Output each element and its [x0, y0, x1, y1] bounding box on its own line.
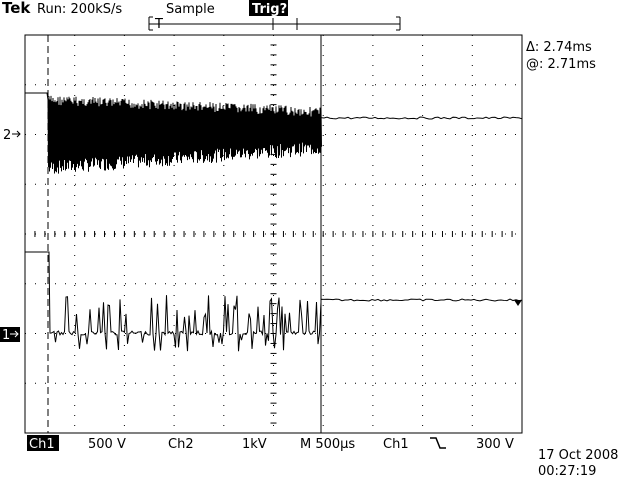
ch2-arrow	[12, 130, 21, 138]
trigger-status-box	[249, 0, 288, 16]
cursor-delta: Δ: 2.74ms	[526, 40, 592, 55]
cursor-position: @: 2.71ms	[526, 57, 596, 72]
ch1-arrow	[10, 330, 19, 338]
trigger-source: Ch1	[383, 437, 409, 452]
trigger-level-marker	[514, 300, 522, 306]
ch2-label: Ch2	[168, 437, 194, 452]
ch2-scale: 1kV	[242, 437, 267, 452]
ch1-scale: 500 V	[88, 437, 126, 452]
timebase: M 500µs	[300, 437, 355, 452]
brand: Tek	[2, 0, 31, 17]
run-status: Run: 200kS/s	[37, 2, 122, 17]
acquisition-mode: Sample	[166, 2, 215, 17]
ch1-label: Ch1	[29, 437, 55, 452]
trigger-position-marker: T	[154, 17, 163, 32]
ch1-trace	[25, 251, 523, 352]
record-bar	[148, 16, 401, 31]
date: 17 Oct 2008	[538, 448, 618, 463]
trigger-slope-icon	[430, 437, 446, 449]
ch1-label-box	[27, 435, 59, 451]
trigger-level: 300 V	[476, 437, 514, 452]
trigger-status: Trig?	[252, 2, 287, 17]
ch1-marker: 1	[2, 328, 10, 343]
ch2-marker: 2	[3, 128, 11, 143]
time: 00:27:19	[538, 464, 596, 479]
ch2-trace	[25, 92, 523, 174]
